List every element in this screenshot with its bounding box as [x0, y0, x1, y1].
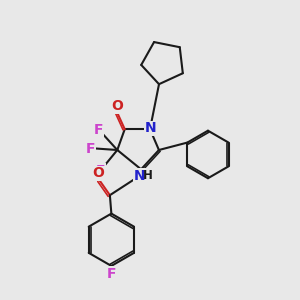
Text: F: F — [106, 267, 116, 280]
Text: F: F — [96, 164, 106, 178]
Text: O: O — [111, 99, 123, 113]
Text: F: F — [86, 142, 95, 155]
Text: O: O — [92, 167, 104, 181]
Text: N: N — [134, 169, 146, 183]
Text: F: F — [94, 123, 103, 137]
Text: N: N — [145, 121, 157, 135]
Text: H: H — [143, 169, 153, 182]
